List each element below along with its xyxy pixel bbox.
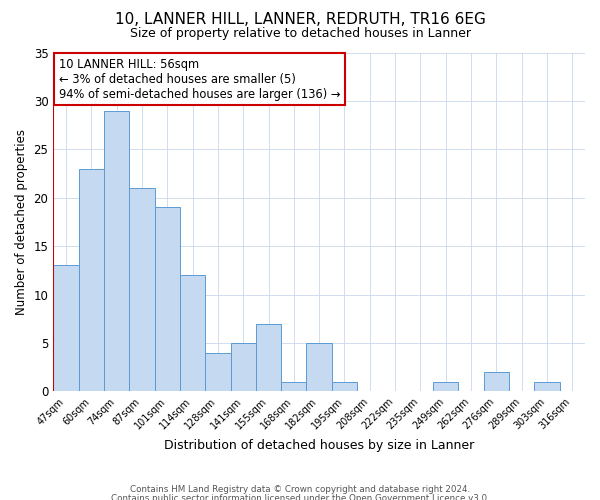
Bar bbox=[53, 266, 79, 392]
Bar bbox=[129, 188, 155, 392]
Bar bbox=[230, 343, 256, 392]
Bar bbox=[307, 343, 332, 392]
Text: Contains public sector information licensed under the Open Government Licence v3: Contains public sector information licen… bbox=[110, 494, 490, 500]
Bar bbox=[155, 208, 180, 392]
Bar bbox=[484, 372, 509, 392]
Bar bbox=[535, 382, 560, 392]
Bar bbox=[256, 324, 281, 392]
Y-axis label: Number of detached properties: Number of detached properties bbox=[15, 129, 28, 315]
X-axis label: Distribution of detached houses by size in Lanner: Distribution of detached houses by size … bbox=[164, 440, 474, 452]
Bar bbox=[205, 352, 230, 392]
Bar bbox=[332, 382, 357, 392]
Bar bbox=[281, 382, 307, 392]
Bar bbox=[180, 275, 205, 392]
Bar bbox=[433, 382, 458, 392]
Text: 10 LANNER HILL: 56sqm
← 3% of detached houses are smaller (5)
94% of semi-detach: 10 LANNER HILL: 56sqm ← 3% of detached h… bbox=[59, 58, 340, 100]
Text: Contains HM Land Registry data © Crown copyright and database right 2024.: Contains HM Land Registry data © Crown c… bbox=[130, 485, 470, 494]
Bar bbox=[104, 110, 129, 392]
Bar bbox=[79, 168, 104, 392]
Text: 10, LANNER HILL, LANNER, REDRUTH, TR16 6EG: 10, LANNER HILL, LANNER, REDRUTH, TR16 6… bbox=[115, 12, 485, 28]
Text: Size of property relative to detached houses in Lanner: Size of property relative to detached ho… bbox=[130, 26, 470, 40]
